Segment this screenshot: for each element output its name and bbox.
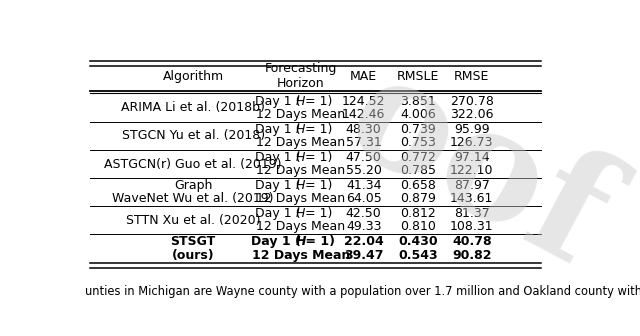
Text: 322.06: 322.06 bbox=[450, 108, 493, 121]
Text: ARIMA Li et al. (2018b): ARIMA Li et al. (2018b) bbox=[121, 101, 265, 115]
Text: = 1): = 1) bbox=[301, 179, 332, 192]
Text: STGCN Yu et al. (2018): STGCN Yu et al. (2018) bbox=[122, 129, 265, 142]
Text: RMSLE: RMSLE bbox=[397, 70, 440, 83]
Text: oof: oof bbox=[323, 41, 631, 299]
Text: 49.33: 49.33 bbox=[346, 220, 381, 234]
Text: STSGT: STSGT bbox=[170, 235, 216, 248]
Text: 55.20: 55.20 bbox=[346, 164, 381, 177]
Text: = 1): = 1) bbox=[301, 123, 332, 136]
Text: = 1): = 1) bbox=[301, 207, 332, 220]
Text: 90.82: 90.82 bbox=[452, 249, 492, 261]
Text: 108.31: 108.31 bbox=[450, 220, 493, 234]
Text: 12 Days Mean: 12 Days Mean bbox=[256, 136, 346, 149]
Text: 39.47: 39.47 bbox=[344, 249, 383, 261]
Text: Day 1 (: Day 1 ( bbox=[251, 235, 301, 248]
Text: 47.50: 47.50 bbox=[346, 151, 381, 164]
Text: Algorithm: Algorithm bbox=[163, 70, 223, 83]
Text: Day 1 (: Day 1 ( bbox=[255, 179, 301, 192]
Text: 95.99: 95.99 bbox=[454, 123, 490, 136]
Text: 22.04: 22.04 bbox=[344, 235, 383, 248]
Text: 12 Days Mean: 12 Days Mean bbox=[256, 220, 346, 234]
Text: 12 Days Mean: 12 Days Mean bbox=[256, 193, 346, 205]
Text: 57.31: 57.31 bbox=[346, 136, 381, 149]
Text: H: H bbox=[296, 95, 305, 108]
Text: H: H bbox=[296, 123, 305, 136]
Text: = 1): = 1) bbox=[301, 95, 332, 108]
Text: 0.879: 0.879 bbox=[401, 193, 436, 205]
Text: WaveNet Wu et al. (2019): WaveNet Wu et al. (2019) bbox=[113, 193, 274, 205]
Text: Day 1 (: Day 1 ( bbox=[255, 151, 301, 164]
Text: = 1): = 1) bbox=[301, 235, 335, 248]
Text: Day 1 (: Day 1 ( bbox=[255, 95, 301, 108]
Text: 0.785: 0.785 bbox=[400, 164, 436, 177]
Text: 0.430: 0.430 bbox=[399, 235, 438, 248]
Text: 41.34: 41.34 bbox=[346, 179, 381, 192]
Text: H: H bbox=[296, 179, 305, 192]
Text: 122.10: 122.10 bbox=[450, 164, 493, 177]
Text: 48.30: 48.30 bbox=[346, 123, 381, 136]
Text: 81.37: 81.37 bbox=[454, 207, 490, 220]
Text: 0.810: 0.810 bbox=[401, 220, 436, 234]
Text: ASTGCN(r) Guo et al. (2019): ASTGCN(r) Guo et al. (2019) bbox=[104, 158, 282, 171]
Text: (ours): (ours) bbox=[172, 249, 214, 261]
Text: 64.05: 64.05 bbox=[346, 193, 381, 205]
Text: H: H bbox=[296, 235, 306, 248]
Text: 42.50: 42.50 bbox=[346, 207, 381, 220]
Text: Forecasting
Horizon: Forecasting Horizon bbox=[264, 62, 337, 90]
Text: unties in Michigan are Wayne county with a population over 1.7 million and Oakla: unties in Michigan are Wayne county with… bbox=[85, 285, 640, 298]
Text: Day 1 (: Day 1 ( bbox=[255, 123, 301, 136]
Text: 40.78: 40.78 bbox=[452, 235, 492, 248]
Text: Graph: Graph bbox=[174, 179, 212, 192]
Text: 97.14: 97.14 bbox=[454, 151, 490, 164]
Text: 12 Days Mean: 12 Days Mean bbox=[256, 164, 346, 177]
Text: STTN Xu et al. (2020): STTN Xu et al. (2020) bbox=[126, 214, 260, 227]
Text: H: H bbox=[296, 207, 305, 220]
Text: 4.006: 4.006 bbox=[401, 108, 436, 121]
Text: MAE: MAE bbox=[350, 70, 377, 83]
Text: 87.97: 87.97 bbox=[454, 179, 490, 192]
Text: 0.739: 0.739 bbox=[401, 123, 436, 136]
Text: Day 1 (: Day 1 ( bbox=[255, 207, 301, 220]
Text: 0.658: 0.658 bbox=[401, 179, 436, 192]
Text: 12 Days Mean: 12 Days Mean bbox=[256, 108, 346, 121]
Text: 12 Days Mean: 12 Days Mean bbox=[252, 249, 350, 261]
Text: 0.753: 0.753 bbox=[401, 136, 436, 149]
Text: 0.543: 0.543 bbox=[399, 249, 438, 261]
Text: 143.61: 143.61 bbox=[450, 193, 493, 205]
Text: 124.52: 124.52 bbox=[342, 95, 385, 108]
Text: 3.851: 3.851 bbox=[401, 95, 436, 108]
Text: 126.73: 126.73 bbox=[450, 136, 493, 149]
Text: H: H bbox=[296, 151, 305, 164]
Text: 270.78: 270.78 bbox=[450, 95, 494, 108]
Text: 0.812: 0.812 bbox=[401, 207, 436, 220]
Text: 0.772: 0.772 bbox=[401, 151, 436, 164]
Text: RMSE: RMSE bbox=[454, 70, 490, 83]
Text: 142.46: 142.46 bbox=[342, 108, 385, 121]
Text: = 1): = 1) bbox=[301, 151, 332, 164]
